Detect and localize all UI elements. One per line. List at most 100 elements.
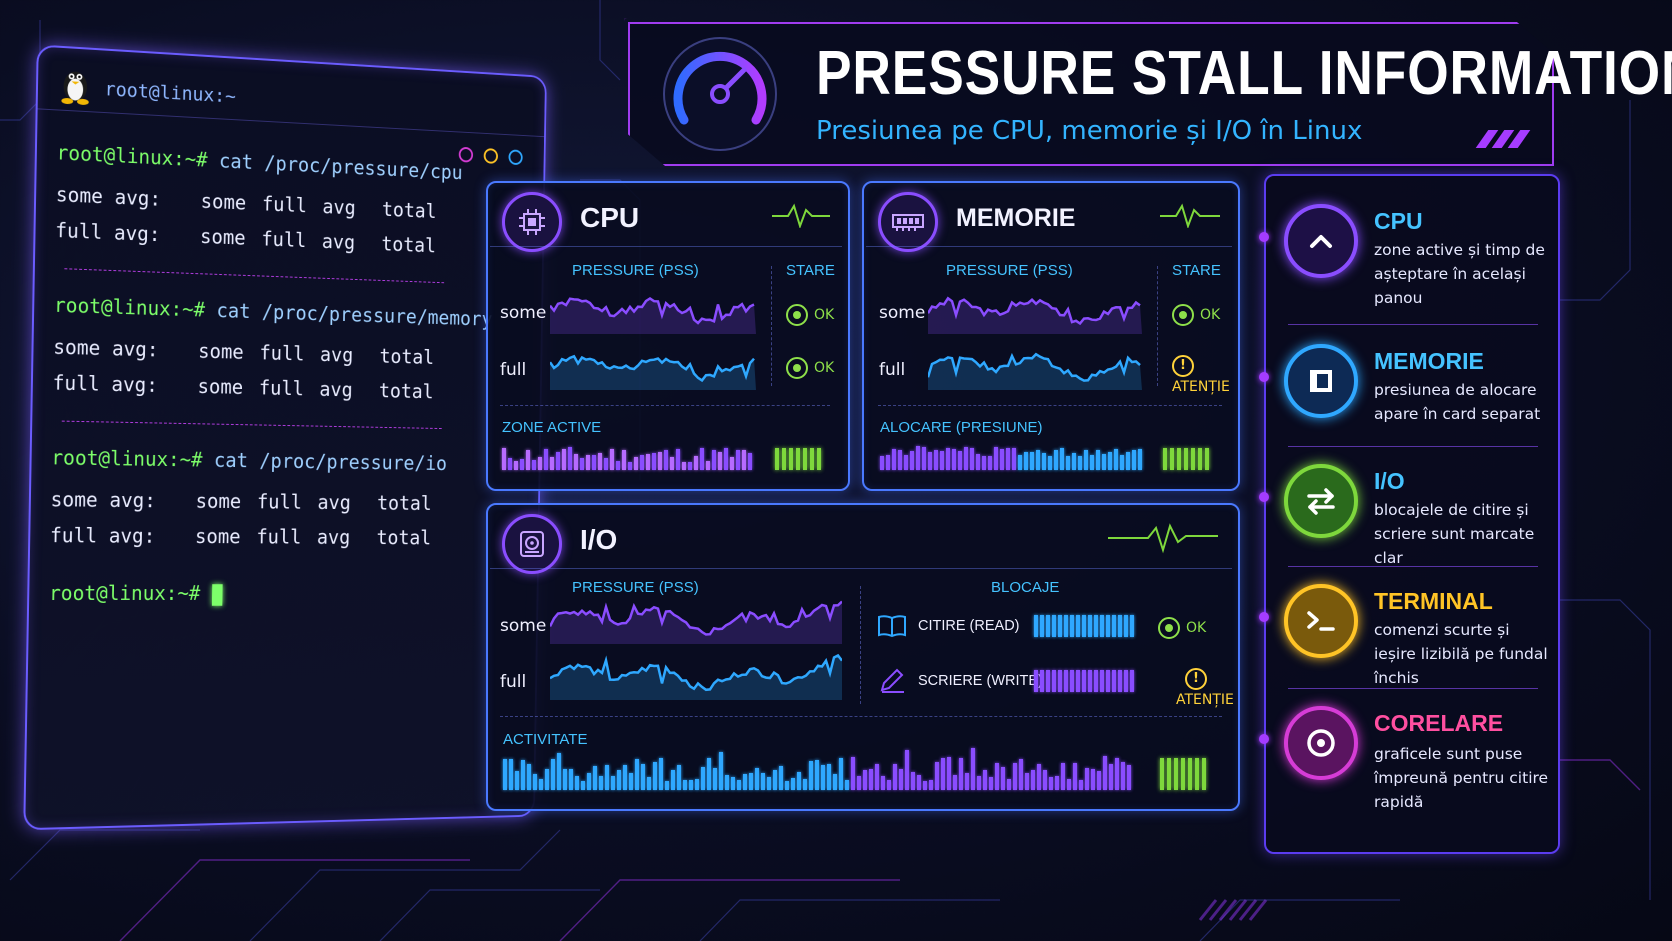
activity-bar xyxy=(970,448,974,470)
output-col: total xyxy=(381,232,440,257)
activity-bar xyxy=(1000,449,1004,470)
output-label: some avg: xyxy=(53,335,198,363)
activity-bar xyxy=(569,769,573,790)
warning-icon: ! xyxy=(1185,668,1207,690)
minimize-dot-icon[interactable] xyxy=(484,148,498,164)
level-segment xyxy=(789,448,793,470)
level-segment xyxy=(1088,615,1092,637)
level-segment xyxy=(1082,615,1086,637)
command-line: root@linux:~# cat /proc/pressure/memory xyxy=(54,293,542,332)
connector-node xyxy=(1259,612,1269,622)
connector-node xyxy=(1259,734,1269,744)
activity-bar xyxy=(1037,764,1041,790)
activity-bar xyxy=(934,450,938,470)
level-segment xyxy=(1040,615,1044,637)
activity-bar xyxy=(767,777,771,790)
activity-bar xyxy=(1079,780,1083,790)
output-row: full avg: some full avg total xyxy=(55,218,542,261)
page-title: PRESSURE STALL INFORMATION xyxy=(816,38,1672,109)
terminal-window[interactable]: root@linux:~ root@linux:~# cat /proc/pre… xyxy=(23,44,547,830)
activity-bar xyxy=(586,455,590,470)
activity-bar xyxy=(964,447,968,470)
decorative-stripes xyxy=(1482,130,1524,148)
activity-bar xyxy=(617,770,621,790)
memory-some-waveform xyxy=(928,286,1142,334)
allocation-bars xyxy=(880,446,1142,470)
state-label: STARE xyxy=(1172,262,1221,279)
level-segment xyxy=(1181,758,1185,790)
output-col: full xyxy=(259,341,320,366)
output-col: avg xyxy=(322,195,382,221)
level-segment xyxy=(1130,615,1134,637)
activity-bar xyxy=(929,780,933,790)
close-dot-icon[interactable] xyxy=(459,147,474,163)
level-segment xyxy=(1198,448,1202,470)
activity-bar xyxy=(935,762,939,790)
activity-bar xyxy=(1049,777,1053,790)
activity-bar xyxy=(707,758,711,790)
activity-bar xyxy=(904,455,908,470)
level-segment xyxy=(1076,670,1080,692)
status-text: OK xyxy=(1200,307,1220,323)
panel-divider xyxy=(866,246,1232,247)
level-segment xyxy=(1070,670,1074,692)
state-label: STARE xyxy=(786,262,835,279)
maximize-dot-icon[interactable] xyxy=(508,149,522,165)
terminal-output[interactable]: root@linux:~# cat /proc/pressure/cpu som… xyxy=(29,109,544,605)
legend-description: zone active și timp de așteptare în acel… xyxy=(1374,238,1554,310)
activity-bar xyxy=(671,770,675,790)
cpu-full-waveform xyxy=(550,342,756,390)
activity-bar xyxy=(982,456,986,470)
io-some-waveform xyxy=(550,594,842,644)
shell-prompt: root@linux:~# xyxy=(51,445,203,471)
panel-divider xyxy=(878,405,1222,407)
level-segment xyxy=(1177,448,1181,470)
output-label: some avg: xyxy=(56,182,201,212)
activity-bar xyxy=(851,757,855,790)
connector-node xyxy=(1259,372,1269,382)
pencil-icon xyxy=(878,666,906,694)
legend-title: CPU xyxy=(1374,208,1423,235)
status-text: OK xyxy=(814,307,834,323)
level-segment xyxy=(1052,615,1056,637)
row-label-some: some xyxy=(500,616,546,636)
output-col: total xyxy=(379,379,438,403)
activity-bar xyxy=(1084,450,1088,470)
level-segment xyxy=(1040,670,1044,692)
active-command-line[interactable]: root@linux:~# xyxy=(49,581,537,605)
terminal-prompt-icon xyxy=(1284,584,1358,658)
activity-bar xyxy=(1078,456,1082,470)
level-segment xyxy=(1082,670,1086,692)
panel-divider xyxy=(490,246,842,247)
activity-bar xyxy=(1001,767,1005,790)
column-separator xyxy=(1157,266,1159,386)
column-separator xyxy=(860,586,862,704)
activity-bar xyxy=(1096,450,1100,470)
status-text: ATENȚIE xyxy=(1176,692,1234,708)
activity-bar xyxy=(568,447,572,470)
activity-bar xyxy=(857,776,861,790)
ok-status-icon xyxy=(786,304,808,326)
output-col: avg xyxy=(320,342,380,367)
output-col: total xyxy=(382,197,441,223)
level-segment xyxy=(1174,758,1178,790)
io-panel-title: I/O xyxy=(580,524,617,556)
level-segment xyxy=(1191,448,1195,470)
window-controls xyxy=(459,147,523,165)
activity-bar xyxy=(689,780,693,790)
activity-bar xyxy=(922,447,926,470)
legend-title: CORELARE xyxy=(1374,710,1503,737)
activity-bar xyxy=(706,461,710,470)
ok-status-icon xyxy=(1158,617,1180,639)
level-segment xyxy=(1094,670,1098,692)
activity-bar xyxy=(526,450,530,470)
status-text: OK xyxy=(1186,620,1206,636)
activity-bar xyxy=(743,774,747,790)
activity-bar xyxy=(869,769,873,790)
activity-bar xyxy=(779,766,783,790)
ok-status-icon xyxy=(1172,304,1194,326)
activity-bar xyxy=(575,776,579,790)
activity-bar xyxy=(664,450,668,470)
activity-bar xyxy=(629,773,633,790)
activity-bar xyxy=(941,758,945,790)
